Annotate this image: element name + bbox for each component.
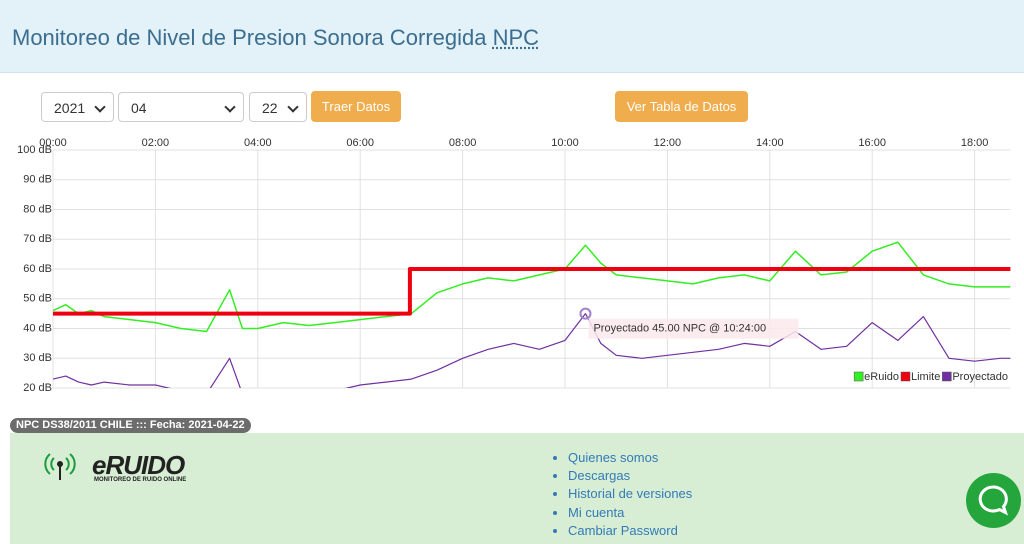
x-tick-label: 14:00	[756, 137, 784, 149]
page-title: Monitoreo de Nivel de Presion Sonora Cor…	[12, 25, 539, 51]
highlight-point	[579, 307, 592, 320]
y-tick-label: 50 dB	[23, 293, 52, 305]
title-abbr: NPC	[492, 25, 540, 50]
table-button[interactable]: Ver Tabla de Datos	[615, 91, 748, 122]
series-line	[53, 241, 1011, 333]
year-select[interactable]: 2021	[41, 92, 114, 122]
tooltip-box	[588, 318, 799, 339]
y-tick-label: 20 dB	[23, 382, 52, 394]
footer-links: Quienes somosDescargasHistorial de versi…	[550, 449, 692, 540]
y-tick-label: 70 dB	[23, 233, 52, 245]
footer-badge: NPC DS38/2011 CHILE ::: Fecha: 2021-04-2…	[10, 418, 251, 433]
y-tick-label: 90 dB	[23, 174, 52, 186]
x-tick-label: 10:00	[551, 137, 579, 149]
header: Monitoreo de Nivel de Presion Sonora Cor…	[0, 0, 1024, 73]
footer-link[interactable]: Mi cuenta	[568, 504, 692, 522]
legend-swatch	[942, 371, 952, 382]
chat-icon	[978, 485, 1009, 516]
series-line	[53, 267, 1011, 316]
x-tick-label: 08:00	[449, 137, 477, 149]
footer: eRUIDO MONITOREO DE RUIDO ONLINE Quienes…	[10, 433, 1024, 544]
logo: eRUIDO	[92, 450, 185, 480]
day-select[interactable]: 22	[249, 92, 307, 122]
footer-link[interactable]: Descargas	[568, 467, 692, 485]
tooltip: Proyectado 45.00 NPC @ 10:24:00	[593, 323, 766, 335]
chart: 20 dB 30 dB 40 dB 50 dB 60 dB 70 dB 80 dB 90 dB…	[17, 137, 1011, 394]
x-tick-label: 00:00	[39, 137, 67, 149]
footer-link[interactable]: Cambiar Password	[568, 522, 692, 540]
y-tick-label: 60 dB	[23, 263, 52, 275]
legend-swatch	[900, 371, 911, 382]
legend-label: Proyectado	[952, 371, 1008, 383]
y-tick-label: 80 dB	[23, 203, 52, 215]
legend-label: Limite	[911, 371, 940, 383]
series-line	[53, 313, 1011, 388]
logo-icon	[44, 453, 76, 480]
chat-button[interactable]	[966, 473, 1021, 528]
load-button[interactable]: Traer Datos	[311, 91, 401, 122]
legend-label: eRuido	[864, 371, 899, 383]
x-tick-label: 16:00	[858, 137, 886, 149]
x-tick-label: 04:00	[244, 137, 272, 149]
x-tick-label: 12:00	[654, 137, 682, 149]
y-tick-label: 30 dB	[23, 352, 52, 364]
title-text: Monitoreo de Nivel de Presion Sonora Cor…	[12, 25, 487, 50]
month-select[interactable]: 04	[118, 92, 244, 122]
footer-link[interactable]: Historial de versiones	[568, 485, 692, 503]
legend-swatch	[853, 371, 864, 382]
x-tick-label: 02:00	[142, 137, 170, 149]
footer-link[interactable]: Quienes somos	[568, 449, 692, 467]
y-tick-label: 100 dB	[17, 144, 52, 156]
logo-subtitle: MONITOREO DE RUIDO ONLINE	[94, 477, 187, 483]
x-tick-label: 18:00	[961, 137, 989, 149]
x-tick-label: 06:00	[346, 137, 374, 149]
y-tick-label: 40 dB	[23, 322, 52, 334]
